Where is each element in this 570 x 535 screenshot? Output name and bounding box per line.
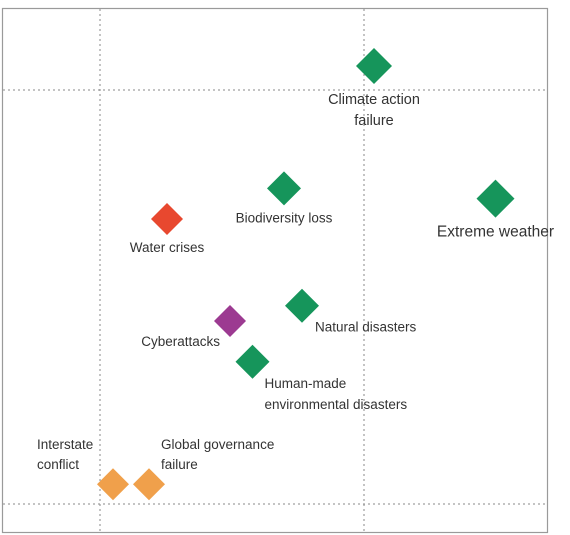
data-point-label-line: Human-made xyxy=(265,376,347,391)
plot-frame xyxy=(3,9,548,533)
data-point-label-line: Cyberattacks xyxy=(141,334,220,349)
data-point-label-line: Water crises xyxy=(130,240,205,255)
data-point-label-line: Natural disasters xyxy=(315,320,417,335)
data-point-label: Cyberattacks xyxy=(141,334,220,349)
data-point-label-line: Global governance xyxy=(161,437,274,452)
data-point-label-line: Extreme weather xyxy=(437,224,554,241)
data-point-label: Natural disasters xyxy=(315,320,417,335)
data-point-label: Water crises xyxy=(130,240,205,255)
data-point-label: Extreme weather xyxy=(437,224,554,241)
data-point-label-line: conflict xyxy=(37,457,79,472)
data-point-label: Biodiversity loss xyxy=(236,210,333,225)
data-point-label-line: environmental disasters xyxy=(265,397,408,412)
data-point-label-line: Biodiversity loss xyxy=(236,210,333,225)
data-point-label-line: Climate action xyxy=(328,92,420,108)
data-point-label-line: Interstate xyxy=(37,437,93,452)
data-point-label-line: failure xyxy=(161,457,198,472)
data-point-label-line: failure xyxy=(354,113,394,129)
